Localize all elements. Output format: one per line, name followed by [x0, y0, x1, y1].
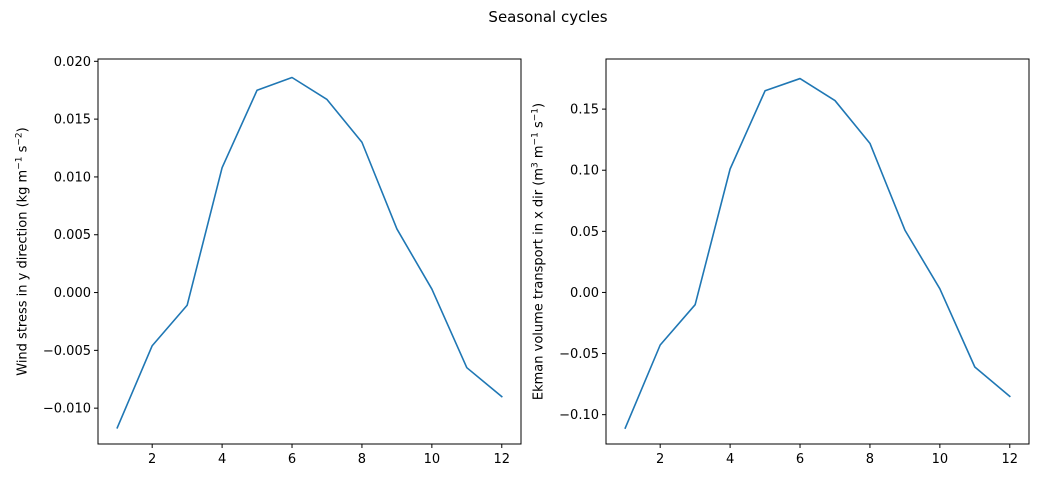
- left-y-ticks: −0.010 −0.005 0.000 0.005 0.010 0.015 0.020: [43, 55, 98, 417]
- left-y-tick-label: −0.010: [43, 402, 91, 417]
- left-y-tick-label: 0.000: [54, 286, 91, 301]
- right-y-axis-label: Ekman volume transport in x dir (m3 m−1 …: [531, 103, 547, 400]
- left-plot-area: [97, 58, 522, 445]
- right-ylabel-sup3: −1: [531, 108, 541, 121]
- right-x-tick-label: 8: [866, 452, 874, 467]
- left-y-tick-label: −0.005: [43, 344, 91, 359]
- right-y-tick-label: 0.00: [570, 286, 599, 301]
- left-x-tick-label: 6: [288, 452, 296, 467]
- left-x-tick-label: 8: [358, 452, 366, 467]
- right-y-tick-label: 0.15: [570, 103, 599, 118]
- right-x-tick-label: 10: [932, 452, 949, 467]
- right-x-tick-label: 4: [726, 452, 734, 467]
- right-ylabel-middle: m: [532, 145, 547, 162]
- right-series-line: [624, 77, 1011, 430]
- left-series-line: [116, 76, 503, 429]
- right-ylabel-middle2: s: [532, 121, 547, 132]
- right-chart-panel: 2 4 6 8 10 12 −0.10 −0.05 0.00 0.05 0.10 0.15 Ekma…: [531, 58, 1030, 467]
- left-ylabel-sup2: −2: [15, 132, 25, 145]
- right-x-ticks: 2 4 6 8 10 12: [656, 444, 1018, 467]
- left-y-tick-label: 0.005: [54, 228, 91, 243]
- left-y-axis-label: Wind stress in y direction (kg m−1 s−2): [15, 127, 31, 376]
- right-y-ticks: −0.10 −0.05 0.00 0.05 0.10 0.15: [559, 103, 606, 423]
- right-ylabel-sup2: −1: [531, 132, 541, 145]
- right-ylabel-suffix: ): [532, 103, 547, 108]
- left-ylabel-prefix: Wind stress in y direction (kg m: [16, 170, 31, 376]
- figure-title: Seasonal cycles: [488, 8, 607, 26]
- right-x-tick-label: 2: [656, 452, 664, 467]
- right-x-tick-label: 6: [796, 452, 804, 467]
- left-axes-frame: [97, 58, 522, 445]
- left-y-tick-label: 0.020: [54, 55, 91, 70]
- left-x-tick-label: 4: [218, 452, 226, 467]
- left-y-tick-label: 0.010: [54, 170, 91, 185]
- left-x-tick-label: 2: [148, 452, 156, 467]
- right-x-tick-label: 12: [1001, 452, 1018, 467]
- right-y-tick-label: −0.05: [559, 347, 599, 362]
- left-series: [116, 76, 503, 429]
- right-y-tick-label: −0.10: [559, 408, 599, 423]
- left-x-tick-label: 10: [424, 452, 441, 467]
- right-ylabel-sup1: 3: [531, 162, 541, 168]
- right-plot-area: [605, 58, 1030, 445]
- left-ylabel-sup1: −1: [15, 157, 25, 170]
- right-y-tick-label: 0.10: [570, 164, 599, 179]
- left-x-ticks: 2 4 6 8 10 12: [148, 444, 510, 467]
- left-y-tick-label: 0.015: [54, 113, 91, 128]
- right-y-tick-label: 0.05: [570, 225, 599, 240]
- left-ylabel-middle: s: [16, 145, 31, 156]
- right-axes-frame: [605, 58, 1030, 445]
- left-x-tick-label: 12: [493, 452, 510, 467]
- left-ylabel-suffix: ): [16, 127, 31, 132]
- right-ylabel-prefix: Ekman volume transport in x dir (m: [532, 168, 547, 400]
- left-chart-panel: 2 4 6 8 10 12 −0.010 −0.005 0.000 0.005 0.010 0.01…: [15, 55, 522, 467]
- right-series: [624, 77, 1011, 430]
